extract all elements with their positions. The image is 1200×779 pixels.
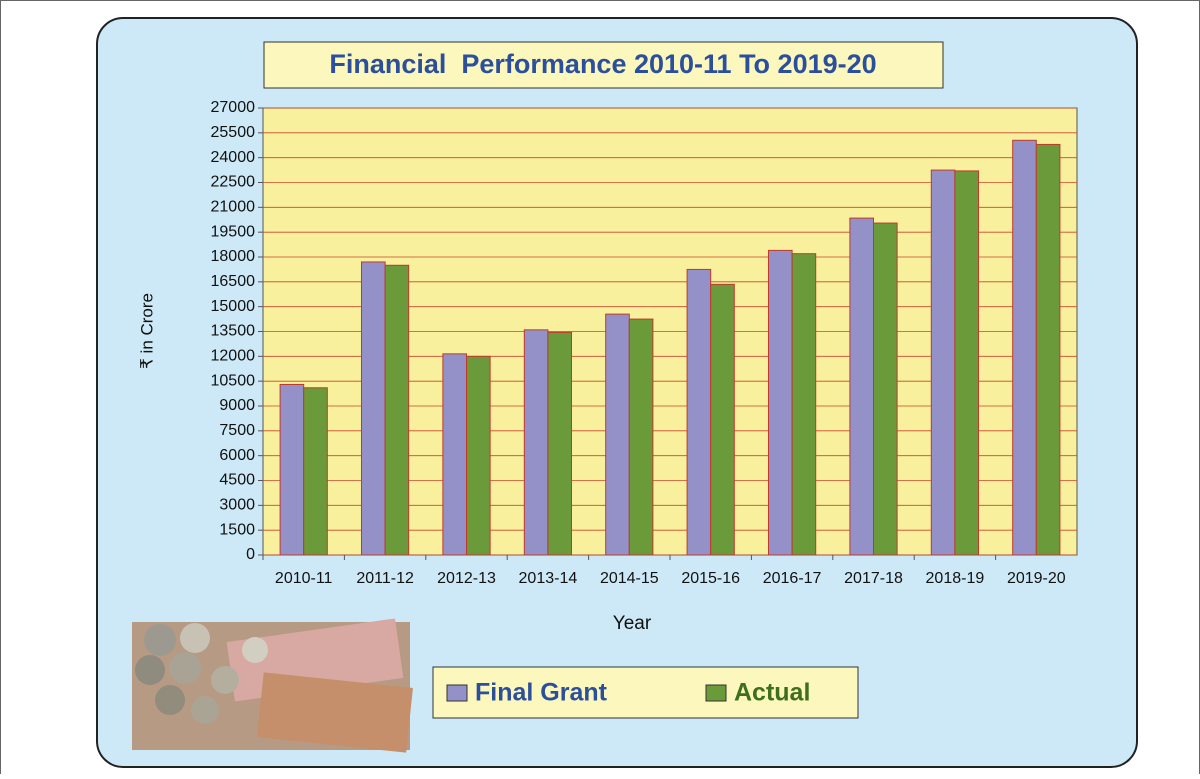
bar [791,253,817,556]
x-tick-label: 2017-18 [844,570,903,587]
bar [1012,139,1037,556]
x-tick-label: 2016-17 [763,570,822,587]
bar [767,249,793,556]
y-tick-label: 18000 [211,248,256,265]
bar [849,217,874,556]
y-tick-label: 3000 [219,497,255,514]
y-tick-label: 15000 [211,298,256,315]
y-tick-label: 9000 [219,397,255,414]
y-tick-label: 21000 [211,199,256,216]
x-tick-label: 2012-13 [437,570,496,587]
y-tick-label: 16500 [211,273,256,290]
bar [686,268,712,556]
y-tick-label: 22500 [211,174,256,191]
chart-title: Financial Performance 2010-11 To 2019-20 [329,49,876,79]
legend-label: Final Grant [475,679,608,707]
y-tick-label: 6000 [219,447,255,464]
x-tick-label: 2013-14 [519,570,578,587]
bar [442,353,468,556]
bar [954,170,980,556]
bar [547,331,573,556]
bar [523,329,549,556]
x-tick-label: 2018-19 [926,570,985,587]
y-tick-label: 27000 [211,99,256,116]
bar [605,313,630,556]
x-tick-label: 2011-12 [356,570,414,587]
bar [1035,143,1061,556]
y-tick-label: 7500 [219,422,255,439]
bar [360,261,386,556]
y-axis-label: ₹ in Crore [137,293,156,369]
y-tick-label: 0 [246,546,255,563]
bar [303,387,328,556]
y-tick-label: 25500 [211,124,256,141]
x-tick-label: 2019-20 [1007,570,1066,587]
bar [930,169,956,556]
legend-label: Actual [734,679,810,707]
bar [873,222,898,556]
bar [279,383,305,556]
legend-swatch [446,684,468,702]
legend-box [432,666,859,719]
y-tick-label: 24000 [211,149,256,166]
title-box [263,41,944,89]
bar [710,283,735,556]
x-tick-label: 2015-16 [681,570,740,587]
bar [628,318,654,556]
x-tick-label: 2010-11 [275,570,333,587]
x-tick-label: 2014-15 [600,570,659,587]
y-tick-label: 19500 [211,223,256,240]
y-tick-label: 12000 [211,348,256,365]
y-tick-label: 10500 [211,372,256,389]
y-tick-label: 4500 [219,472,255,489]
y-tick-label: 13500 [211,323,256,340]
legend-swatch [705,684,727,702]
currency-picture [132,618,413,753]
x-axis-label: Year [613,613,652,634]
y-tick-label: 1500 [219,521,255,538]
bar [466,355,491,556]
bar [384,264,410,556]
